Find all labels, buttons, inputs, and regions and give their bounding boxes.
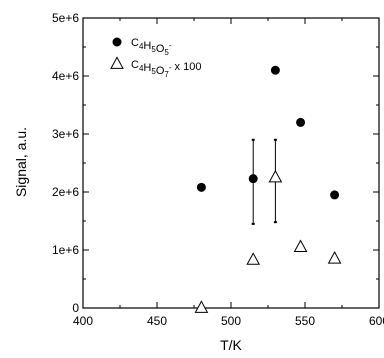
y-tick-label: 5e+6 (52, 11, 79, 25)
triangle-point (327, 251, 342, 264)
triangle-point (246, 252, 261, 265)
triangle-point (194, 300, 209, 313)
legend: C4H5O5-C4H5O7- x 100 (110, 37, 201, 79)
y-axis-title: Signal, a.u. (13, 127, 29, 197)
data-layer (194, 65, 342, 313)
circle-point (330, 190, 340, 200)
circle-point (296, 117, 306, 127)
y-tick-label: 4e+6 (52, 69, 79, 83)
circle-point (196, 182, 206, 192)
legend-label: C4H5O5- (131, 37, 172, 57)
x-axis-title: T/K (220, 337, 242, 353)
legend-triangle-marker (110, 56, 124, 69)
y-tick-label: 2e+6 (52, 185, 79, 199)
y-tick-label: 0 (72, 301, 79, 315)
circle-point (270, 65, 280, 75)
plot-frame (82, 17, 380, 309)
legend-circle-marker (112, 37, 122, 47)
x-tick-label: 550 (295, 314, 315, 328)
legend-label: C4H5O7- x 100 (131, 59, 201, 79)
circle-point (248, 174, 258, 184)
x-tick-label: 500 (221, 314, 241, 328)
triangle-point (293, 239, 308, 252)
y-tick-label: 3e+6 (52, 127, 79, 141)
x-tick-label: 600 (369, 314, 384, 328)
axes-layer: 400 450 500 550 600 0 1e+6 2e+6 3e+6 4e+6 5e+6 (52, 11, 384, 328)
x-tick-label: 400 (73, 314, 93, 328)
y-tick-label: 1e+6 (52, 243, 79, 257)
x-tick-label: 450 (147, 314, 167, 328)
triangle-point (268, 169, 283, 183)
